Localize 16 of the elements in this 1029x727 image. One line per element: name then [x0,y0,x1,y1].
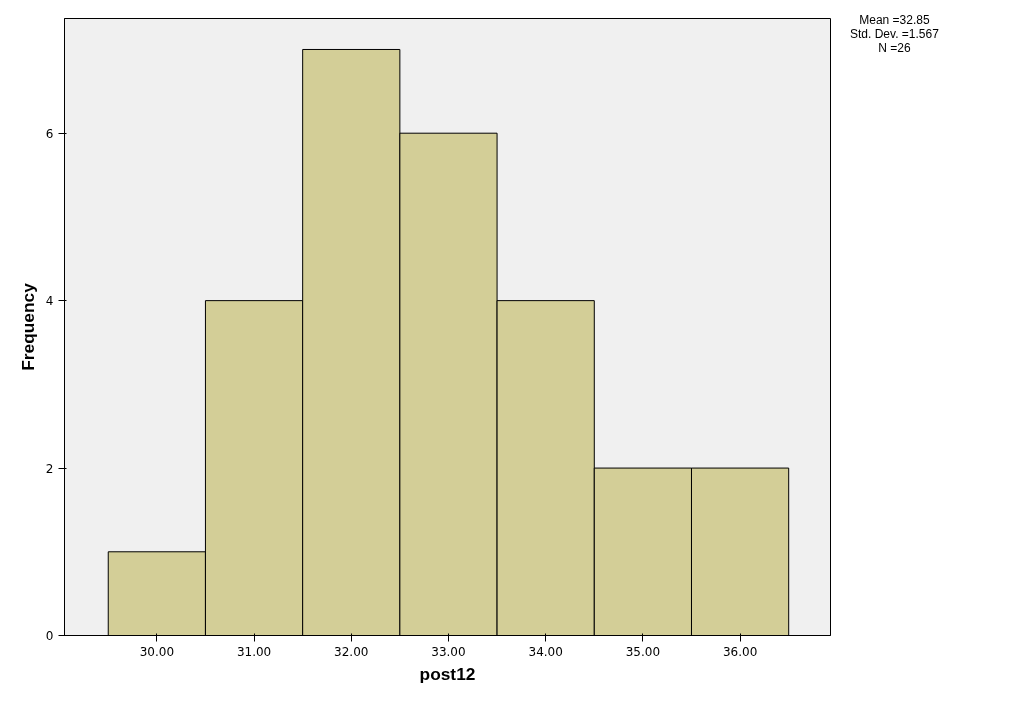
y-tick-label: 0 [45,629,54,643]
text: Std. Dev. =1.567 [850,26,939,41]
x-tick-label: 34.00 [528,644,563,659]
y-tick-label: 6 [45,126,54,141]
x-axis-title: post12 [419,663,476,684]
x-tick-label: 33.00 [431,644,466,659]
text: Mean =32.85 [859,13,930,27]
y-tick-label: 2 [45,461,54,476]
x-tick-label: 32.00 [334,644,369,659]
x-tick-label: 35.00 [625,644,661,659]
y-axis-title: Frequency [17,282,38,371]
x-tick-label: 30.00 [139,644,175,659]
text: N =26 [878,40,911,55]
x-tick-label: 31.00 [236,644,272,659]
x-tick-label: 36.00 [722,644,758,659]
y-tick-label: 4 [45,294,54,309]
